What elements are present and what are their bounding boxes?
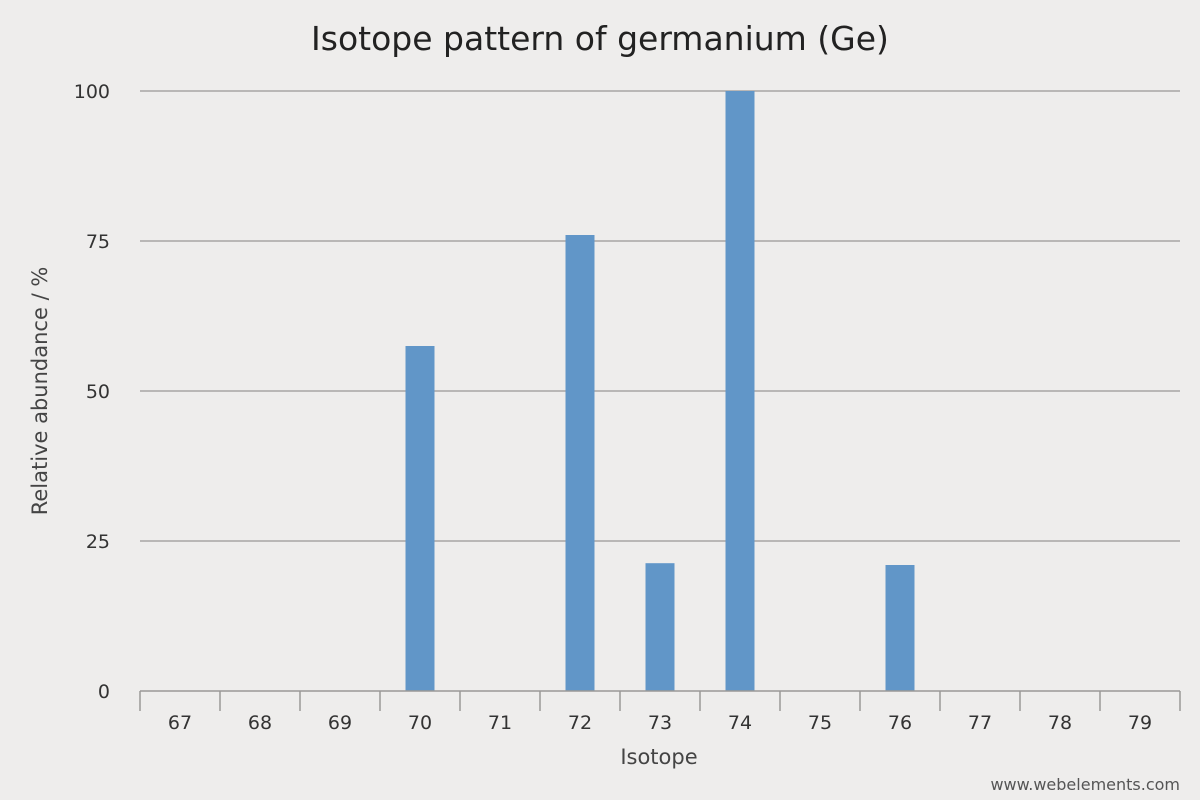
x-tick-label: 77 [968,712,992,734]
gridlines [140,90,1180,542]
bar-76 [885,565,915,691]
y-tick-label: 75 [86,231,110,253]
y-axis-label: Relative abundance / % [28,267,52,516]
credit-text: www.webelements.com [990,775,1180,794]
x-axis [139,690,1181,711]
x-tick-label: 67 [168,712,192,734]
x-tick-label: 75 [808,712,832,734]
x-tick-label: 72 [568,712,592,734]
y-tick-label: 0 [98,681,110,703]
y-tick-labels: 0 25 50 75 100 [74,81,110,703]
bar-73 [645,563,675,691]
x-tick-label: 68 [248,712,272,734]
x-tick-label: 76 [888,712,912,734]
x-tick-label: 79 [1128,712,1152,734]
x-tick-label: 71 [488,712,512,734]
x-tick-label: 78 [1048,712,1072,734]
y-tick-label: 100 [74,81,110,103]
x-tick-labels: 67 68 69 70 71 72 73 74 75 76 77 78 79 [168,712,1152,734]
x-tick-label: 73 [648,712,672,734]
x-tick-label: 70 [408,712,432,734]
bar-74 [725,91,755,691]
y-tick-label: 25 [86,531,110,553]
x-tick-label: 69 [328,712,352,734]
x-tick-label: 74 [728,712,752,734]
bar-70 [405,346,435,691]
x-axis-label: Isotope [620,745,697,769]
y-tick-label: 50 [86,381,110,403]
bars [405,91,915,691]
chart-title: Isotope pattern of germanium (Ge) [311,19,889,58]
bar-72 [565,235,595,691]
